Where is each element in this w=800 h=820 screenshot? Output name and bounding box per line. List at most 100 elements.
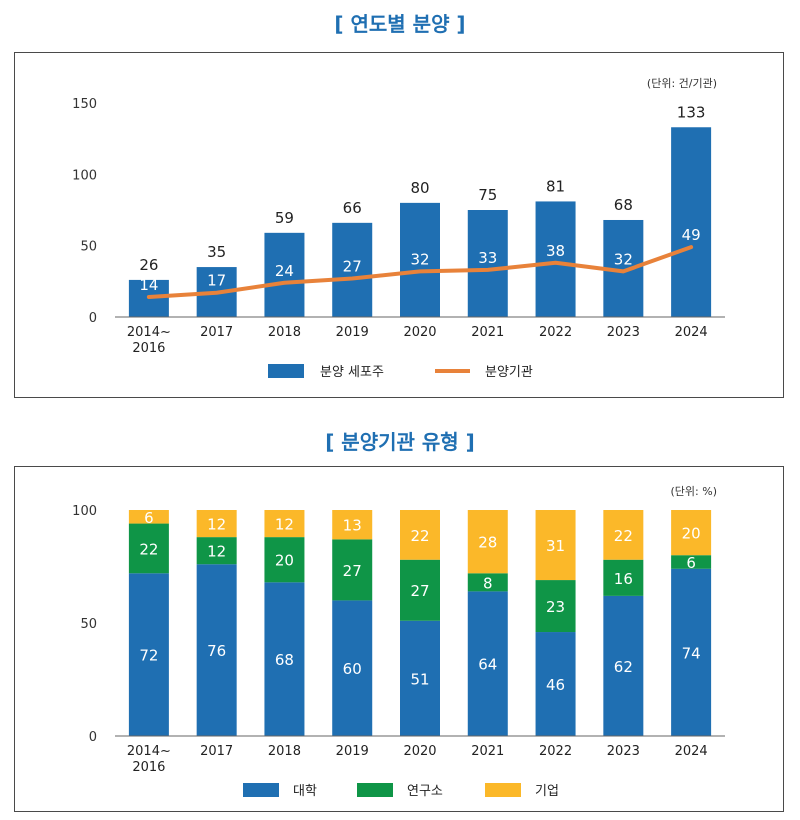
stacked-bar-segment xyxy=(128,523,169,574)
stacked-bar-segment xyxy=(196,564,237,736)
stacked-bar-segment xyxy=(467,591,508,736)
segment-value-label: 6 xyxy=(144,509,154,527)
unit-label: (단위: %) xyxy=(671,485,717,498)
chart1-svg: 0 50 100 150 (단위: 건/기관) 26 35 59 66 80 75 81 68 133 20… xyxy=(72,77,725,380)
segment-value-label: 76 xyxy=(207,642,226,660)
chart2-title: [ 분양기관 유형 ] xyxy=(325,430,475,454)
segment-value-label: 68 xyxy=(275,651,294,669)
stacked-bar-segment xyxy=(332,539,373,601)
segment-value-label: 20 xyxy=(275,552,294,570)
segment-value-label: 22 xyxy=(139,540,158,558)
segment-value-label: 74 xyxy=(682,644,701,662)
x-tick-label: 2014~ 2016 xyxy=(127,325,171,356)
bar-value-label: 59 xyxy=(275,209,294,227)
legend-swatch xyxy=(485,783,521,797)
legend-swatch xyxy=(243,783,279,797)
stacked-bar-segment xyxy=(400,510,440,560)
bar-value-label: 80 xyxy=(410,179,429,197)
legend-label: 기업 xyxy=(535,784,559,799)
segment-value-label: 27 xyxy=(343,562,362,580)
segment-value-label: 60 xyxy=(343,660,362,678)
legend-label: 연구소 xyxy=(407,784,443,799)
segment-value-label: 62 xyxy=(614,658,633,676)
line-value-label: 38 xyxy=(546,242,565,260)
bar-value-label: 81 xyxy=(546,177,565,195)
stacked-bar-segment xyxy=(400,620,440,736)
legend-label: 대학 xyxy=(293,784,317,799)
x-tick-label: 2024 xyxy=(675,325,708,340)
bar xyxy=(671,127,712,318)
x-tick-label: 2017 xyxy=(200,744,233,759)
segment-value-label: 64 xyxy=(478,656,497,674)
stacked-bar-segment xyxy=(603,559,644,596)
x-tick-label: 2023 xyxy=(607,744,640,759)
x-tick-label: 2014~ 2016 xyxy=(127,744,171,775)
x-tick-label: 2019 xyxy=(336,744,369,759)
y-tick-label: 50 xyxy=(80,240,97,255)
segment-value-label: 8 xyxy=(483,574,493,592)
stacked-bar-segment xyxy=(671,568,712,736)
line-value-label: 27 xyxy=(343,257,362,275)
bar-value-label: 26 xyxy=(139,256,158,274)
bar xyxy=(535,201,576,317)
y-tick-label: 50 xyxy=(80,617,97,632)
legend-swatch xyxy=(357,783,393,797)
segment-value-label: 20 xyxy=(682,525,701,543)
stacked-bar-segment xyxy=(467,573,508,592)
segment-value-label: 13 xyxy=(343,517,362,535)
x-tick-label: 2022 xyxy=(539,744,572,759)
y-tick-label: 150 xyxy=(72,97,97,112)
bar-value-label: 133 xyxy=(677,103,706,121)
stacked-bar-segment xyxy=(671,555,712,569)
segment-value-label: 28 xyxy=(478,534,497,552)
bar-value-label: 66 xyxy=(343,199,362,217)
segment-value-label: 31 xyxy=(546,537,565,555)
line-value-label: 24 xyxy=(275,262,294,280)
stacked-bar-segment xyxy=(196,537,237,565)
bar xyxy=(467,210,508,317)
stacked-bar-segment xyxy=(603,510,644,560)
unit-label: (단위: 건/기관) xyxy=(647,77,717,90)
line-value-label: 49 xyxy=(682,226,701,244)
stacked-bar-segment xyxy=(264,510,305,538)
line-value-label: 32 xyxy=(410,250,429,268)
segment-value-label: 23 xyxy=(546,598,565,616)
segment-value-label: 22 xyxy=(410,527,429,545)
x-tick-label: 2018 xyxy=(268,325,301,340)
segment-value-label: 12 xyxy=(275,516,294,534)
x-tick-label: 2018 xyxy=(268,744,301,759)
segment-value-label: 72 xyxy=(139,647,158,665)
segment-value-label: 12 xyxy=(207,543,226,561)
x-tick-label: 2019 xyxy=(336,325,369,340)
bar-value-label: 68 xyxy=(614,196,633,214)
bar-value-label: 35 xyxy=(207,243,226,261)
x-tick-label: 2021 xyxy=(471,744,504,759)
line-series-path xyxy=(146,245,694,300)
bar xyxy=(400,202,440,317)
segment-value-label: 46 xyxy=(546,676,565,694)
x-tick-label: 2023 xyxy=(607,325,640,340)
segment-value-label: 6 xyxy=(686,554,696,572)
x-tick-label: 2020 xyxy=(403,325,436,340)
stacked-bar-segment xyxy=(196,510,237,538)
line-value-label: 33 xyxy=(478,249,497,267)
stacked-bar-segment xyxy=(603,595,644,736)
stacked-bar-segment xyxy=(671,510,712,556)
legend-swatch-bar xyxy=(268,364,304,378)
stacked-bar-segment xyxy=(535,510,576,581)
x-tick-label: 2021 xyxy=(471,325,504,340)
line-value-label: 14 xyxy=(139,276,158,294)
segment-value-label: 27 xyxy=(410,582,429,600)
legend-label-bar: 분양 세포주 xyxy=(320,365,384,380)
stacked-bar-segment xyxy=(128,510,169,524)
segment-value-label: 16 xyxy=(614,570,633,588)
line-value-label: 17 xyxy=(207,272,226,290)
stacked-bar-segment xyxy=(128,573,169,736)
x-tick-label: 2020 xyxy=(403,744,436,759)
stacked-bar-segment xyxy=(467,510,508,574)
stacked-bar-segment xyxy=(332,600,373,736)
segment-value-label: 22 xyxy=(614,527,633,545)
y-tick-label: 100 xyxy=(72,504,97,519)
bar-value-label: 75 xyxy=(478,186,497,204)
